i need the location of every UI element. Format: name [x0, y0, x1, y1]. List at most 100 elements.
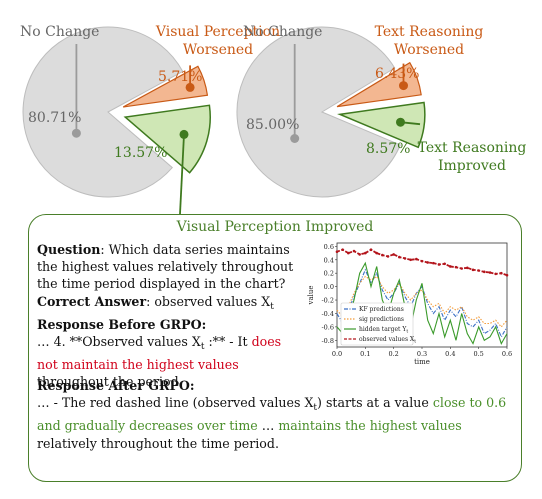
after-mid2: …: [257, 418, 279, 434]
mini-series-point: [420, 259, 424, 263]
mini-series-point: [398, 255, 401, 259]
after-pre: … - The red dashed line (observed values…: [37, 395, 314, 411]
mini-series-point: [347, 251, 350, 255]
mini-series-point: [443, 262, 446, 266]
mini-ytick-label: -0.4: [321, 310, 334, 318]
mini-series-point: [460, 267, 463, 270]
correct-answer-sub: t: [270, 301, 274, 312]
before-pre: … 4. **Observed values X: [37, 334, 201, 350]
mini-xtick-label: 0.1: [360, 350, 370, 358]
correct-answer-text: : observed values X: [146, 293, 271, 309]
pie2-no-change-label: No Change: [243, 24, 322, 40]
mini-series-point: [432, 261, 435, 265]
mini-series-point: [352, 249, 356, 253]
pie-chart-visual: No Change Visual Perception Worsened 80.…: [20, 24, 280, 215]
mini-series-point: [483, 270, 486, 274]
pie1-worsened-value: 5.71%: [158, 69, 202, 85]
mini-series-point: [381, 253, 384, 257]
mini-series-point: [437, 263, 441, 266]
pie-chart-text: No Change Text Reasoning Worsened Text R…: [236, 24, 527, 198]
pie1-improved-value: 13.57%: [114, 145, 167, 161]
after-label: Response After GRPO: [37, 378, 190, 393]
pie2-slice-improved: [337, 101, 426, 149]
pie2-improved-label-line1: Text Reasoning: [418, 140, 527, 156]
panel-title: Visual Perception Improved: [176, 219, 374, 235]
pie1-improved-leader: [179, 134, 185, 215]
pie2-slice-worsened: [336, 61, 422, 108]
mini-series-point: [426, 261, 429, 264]
mini-series-point: [477, 269, 480, 272]
mini-series-point: [386, 255, 390, 258]
pie2-improved-value: 8.57%: [366, 141, 410, 157]
pie2-worsened-label-line1: Text Reasoning: [375, 24, 484, 40]
mini-ytick-label: 0.0: [324, 283, 334, 291]
mini-legend-label: sig predictions: [359, 316, 404, 323]
before-highlight: does not maintain the highest values: [37, 334, 282, 373]
correct-answer-label: Correct Answer: [37, 293, 147, 309]
mini-series-line-1: [336, 275, 508, 328]
pie2-worsened-value: 6.43%: [375, 66, 419, 82]
before-sub: t: [200, 342, 205, 353]
after-highlight-1: close to 0.6 and gradually decreases ove…: [37, 395, 507, 434]
pie1-slice-improved: [123, 104, 211, 174]
pie2-slice-no-change: [236, 26, 401, 198]
mini-ylabel: value: [307, 285, 315, 305]
pie1-worsened-label-line1: Visual Perception: [155, 24, 280, 40]
example-panel: Visual Perception Improved Question: Whi…: [28, 214, 522, 482]
after-mid: ) starts at a value: [317, 395, 433, 411]
mini-legend-sub: t: [414, 339, 416, 345]
mini-series-point: [364, 251, 367, 255]
after-highlight-2: maintains the highest values: [278, 418, 462, 434]
mini-series-point: [392, 253, 395, 256]
mini-series-line-2: [336, 261, 508, 345]
mini-series-point: [358, 253, 361, 256]
pie2-no-change-value: 85.00%: [246, 117, 299, 133]
pie1-no-change-label: No Change: [20, 24, 99, 40]
mini-series-point: [500, 271, 503, 275]
mini-legend-sub: t: [406, 329, 408, 335]
mini-ytick-label: 0.4: [324, 256, 334, 264]
mini-xtick-label: 0.2: [388, 350, 398, 358]
mini-line-chart: 0.6 0.4 0.2 0.0 -0.2 -0.4 -0.6 -0.8 0.0 0.1 0.2 0.3…: [307, 242, 512, 366]
after-block: Response After GRPO: … - The red dashed …: [37, 377, 515, 452]
pie2-improved-leader: [400, 121, 421, 126]
mini-series-point: [505, 273, 509, 277]
mini-series-point: [375, 251, 378, 255]
mini-ytick-label: -0.8: [321, 337, 334, 345]
mini-series-point: [341, 248, 344, 252]
pie1-slice-no-change: [22, 26, 184, 198]
mini-series-point: [494, 272, 497, 276]
pie1-slice-worsened: [122, 65, 209, 108]
pie1-worsened-label-line2: Worsened: [183, 42, 253, 58]
question-text: : Which data series maintains the highes…: [37, 242, 294, 292]
mini-legend-label: KF predictions: [359, 306, 404, 313]
mini-series-point: [403, 257, 407, 260]
mini-series-point: [488, 271, 492, 274]
mini-xtick-label: 0.0: [332, 350, 342, 358]
mini-legend-label: hidden target Yt: [359, 326, 408, 335]
qa-block: Question: Which data series maintains th…: [37, 241, 299, 391]
mini-series-point: [449, 265, 452, 268]
mini-legend-box: [340, 302, 414, 346]
before-colon: :: [201, 316, 207, 332]
mini-xtick-label: 0.3: [417, 350, 427, 358]
before-post: throughout the period.: [37, 374, 183, 390]
pie2-improved-label-line2: Improved: [438, 158, 506, 174]
mini-ytick-label: -0.6: [321, 323, 334, 331]
after-colon: :: [189, 378, 195, 393]
mini-series-point: [454, 265, 458, 269]
mini-legend-label: observed values Xt: [359, 336, 416, 345]
after-post: relatively throughout the time period.: [37, 435, 279, 451]
mini-xlabel: time: [414, 358, 430, 366]
mini-series-point: [369, 248, 373, 252]
pie2-worsened-label-line2: Worsened: [394, 42, 464, 58]
pie1-no-change-value: 80.71%: [28, 110, 81, 126]
mini-ytick-label: 0.2: [324, 270, 334, 278]
before-mid: :** - It: [204, 334, 252, 350]
mini-series-point: [466, 266, 469, 270]
before-label: Response Before GRPO: [37, 316, 202, 332]
mini-xtick-label: 0.5: [473, 350, 483, 358]
question-label: Question: [37, 242, 101, 257]
mini-series-point: [471, 268, 475, 272]
